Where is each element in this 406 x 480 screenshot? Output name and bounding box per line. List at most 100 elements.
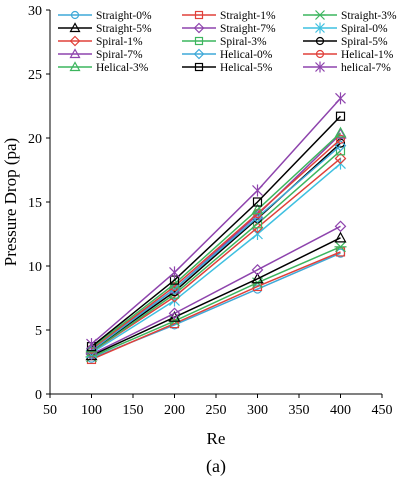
series-group	[85, 92, 347, 365]
series-straight-1-point	[335, 247, 346, 257]
x-tick-label: 450	[372, 403, 393, 418]
legend-swatch-marker	[69, 61, 81, 72]
legend-swatch-marker	[193, 48, 205, 60]
legend-item: Helical-5%	[182, 62, 273, 74]
legend-item: Straight-7%	[182, 22, 276, 35]
series-spiral-1	[85, 152, 347, 358]
series-spiral-3-point	[252, 219, 263, 229]
legend-label: helical-7%	[341, 62, 391, 74]
series-straight-7-line	[91, 225, 341, 355]
x-tick-label: 200	[164, 403, 185, 418]
legend-item: Spiral-7%	[58, 48, 143, 61]
y-tick-label: 25	[28, 68, 42, 83]
x-tick-label: 50	[43, 403, 57, 418]
series-helical-3-point	[168, 277, 181, 289]
legend-label: Spiral-7%	[96, 49, 143, 61]
legend-item: Helical-1%	[303, 49, 394, 61]
x-tick-label: 350	[289, 403, 310, 418]
legend-label: Spiral-0%	[341, 23, 388, 35]
y-axis-label: Pressure Drop (pa)	[1, 138, 20, 266]
x-tick-label: 400	[330, 403, 351, 418]
legend-label: Straight-3%	[341, 10, 397, 22]
legend-item: Helical-3%	[58, 61, 149, 74]
series-spiral-7-point	[334, 127, 347, 139]
legend-item: Spiral-3%	[182, 36, 267, 48]
legend: Straight-0% Straight-1% Straight-3% Straigh…	[58, 10, 397, 74]
legend-swatch-marker	[69, 48, 81, 59]
legend-item: Straight-5%	[58, 22, 152, 35]
series-helical-5-point	[335, 111, 346, 121]
x-tick-label: 100	[81, 403, 102, 418]
y-tick-label: 10	[28, 260, 42, 275]
y-tick-label: 5	[35, 324, 42, 339]
series-straight-5-point	[334, 231, 347, 243]
series-straight-3-line	[91, 246, 341, 358]
legend-label: Straight-1%	[220, 10, 276, 22]
series-helical-1-line	[91, 138, 342, 350]
legend-label: Helical-3%	[96, 62, 149, 74]
y-tick-label: 0	[35, 388, 42, 403]
legend-label: Straight-7%	[220, 23, 276, 35]
legend-item: Straight-1%	[182, 10, 276, 22]
legend-swatch-marker	[70, 10, 80, 20]
legend-swatch-marker	[315, 36, 325, 46]
series-helical-3	[85, 126, 347, 353]
series-spiral-1-point	[168, 290, 181, 303]
x-tick-label: 250	[206, 403, 227, 418]
series-straight-5-point	[251, 272, 264, 284]
series-helical-7-point	[86, 338, 97, 351]
legend-label: Spiral-5%	[341, 36, 388, 48]
series-spiral-1-line	[91, 157, 341, 353]
series-helical-5-point	[252, 197, 263, 207]
legend-item: Straight-0%	[58, 10, 152, 22]
series-helical-7-point	[252, 184, 263, 197]
legend-swatch-marker	[315, 61, 325, 73]
legend-item: Spiral-1%	[58, 35, 143, 48]
legend-swatch-marker	[314, 10, 326, 20]
y-tick-label: 15	[28, 196, 42, 211]
legend-swatch-marker	[194, 62, 204, 72]
legend-item: Spiral-5%	[303, 36, 388, 48]
legend-item: Straight-3%	[303, 10, 397, 22]
series-straight-3-point	[334, 241, 347, 253]
series-helical-0-point	[334, 139, 347, 152]
y-tick-label: 30	[28, 4, 42, 19]
legend-label: Helical-1%	[341, 49, 394, 61]
legend-item: helical-7%	[303, 61, 391, 74]
series-helical-5-line	[91, 115, 342, 348]
series-spiral-3-line	[91, 150, 341, 353]
legend-item: Helical-0%	[182, 48, 273, 61]
legend-label: Straight-5%	[96, 23, 152, 35]
series-helical-3-point	[251, 203, 264, 215]
series-straight-7-point	[334, 220, 347, 233]
series-straight-5-line	[91, 237, 341, 357]
series-straight-7-point	[168, 307, 181, 320]
ticks: 50 100 150 200 250 300 350 400 450 0 5 10 15 20 25 30	[28, 4, 393, 418]
series-straight-7-point	[251, 263, 264, 276]
figure-caption: (a)	[206, 456, 226, 477]
series-helical-7-point	[169, 266, 180, 279]
legend-swatch-marker	[193, 22, 205, 34]
legend-swatch-marker	[315, 49, 325, 59]
x-tick-label: 150	[123, 403, 144, 418]
series-helical-3-line	[91, 132, 342, 349]
series-straight-1-line	[91, 251, 341, 361]
legend-label: Helical-0%	[220, 49, 273, 61]
series-helical-0-line	[91, 145, 341, 352]
y-tick-label: 20	[28, 132, 42, 147]
x-tick-label: 300	[247, 403, 268, 418]
legend-label: Spiral-1%	[96, 36, 143, 48]
x-axis-label: Re	[207, 429, 226, 448]
series-helical-7-point	[335, 92, 346, 105]
series-helical-1-point	[335, 134, 346, 144]
legend-swatch-marker	[194, 36, 204, 46]
legend-label: Helical-5%	[220, 62, 273, 74]
series-helical-7-line	[91, 97, 342, 345]
series-spiral-0-line	[91, 163, 341, 354]
legend-swatch-marker	[194, 10, 204, 20]
legend-label: Straight-0%	[96, 10, 152, 22]
series-straight-1	[86, 247, 346, 365]
legend-swatch-marker	[69, 22, 81, 33]
series-straight-1-point	[169, 319, 180, 329]
series-spiral-1-point	[334, 152, 347, 165]
